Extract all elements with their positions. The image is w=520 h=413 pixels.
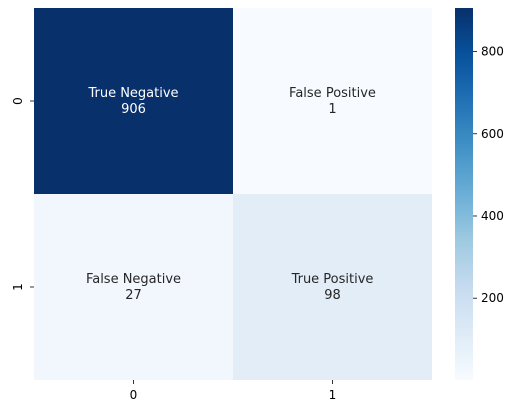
cell-name-label: False Positive [289, 86, 376, 101]
x-tick-label: 1 [329, 388, 337, 402]
cell-name-label: True Negative [87, 86, 178, 101]
heatmap-cell-rect [233, 194, 432, 380]
y-tick-label: 0 [11, 97, 25, 105]
cell-value-label: 27 [125, 288, 142, 303]
colorbar-tick-label: 400 [481, 209, 504, 223]
colorbar-tick-label: 800 [481, 45, 504, 59]
colorbar-tick-label: 200 [481, 291, 504, 305]
colorbar-tick-label: 600 [481, 127, 504, 141]
heatmap-cell-rect [34, 194, 233, 380]
cell-value-label: 906 [121, 102, 146, 117]
cell-name-label: True Positive [291, 272, 374, 287]
y-tick-label: 1 [11, 283, 25, 291]
cell-name-label: False Negative [86, 272, 181, 287]
cell-value-label: 1 [328, 102, 336, 117]
heatmap-cell-rect [233, 8, 432, 194]
heatmap-cell-rect [34, 8, 233, 194]
x-tick-label: 0 [130, 388, 138, 402]
colorbar: 200 400 600 800 [455, 8, 504, 380]
cell-value-label: 98 [324, 288, 341, 303]
colorbar-gradient [455, 8, 473, 380]
heatmap-axes: 0 1 0 1 [11, 97, 336, 402]
